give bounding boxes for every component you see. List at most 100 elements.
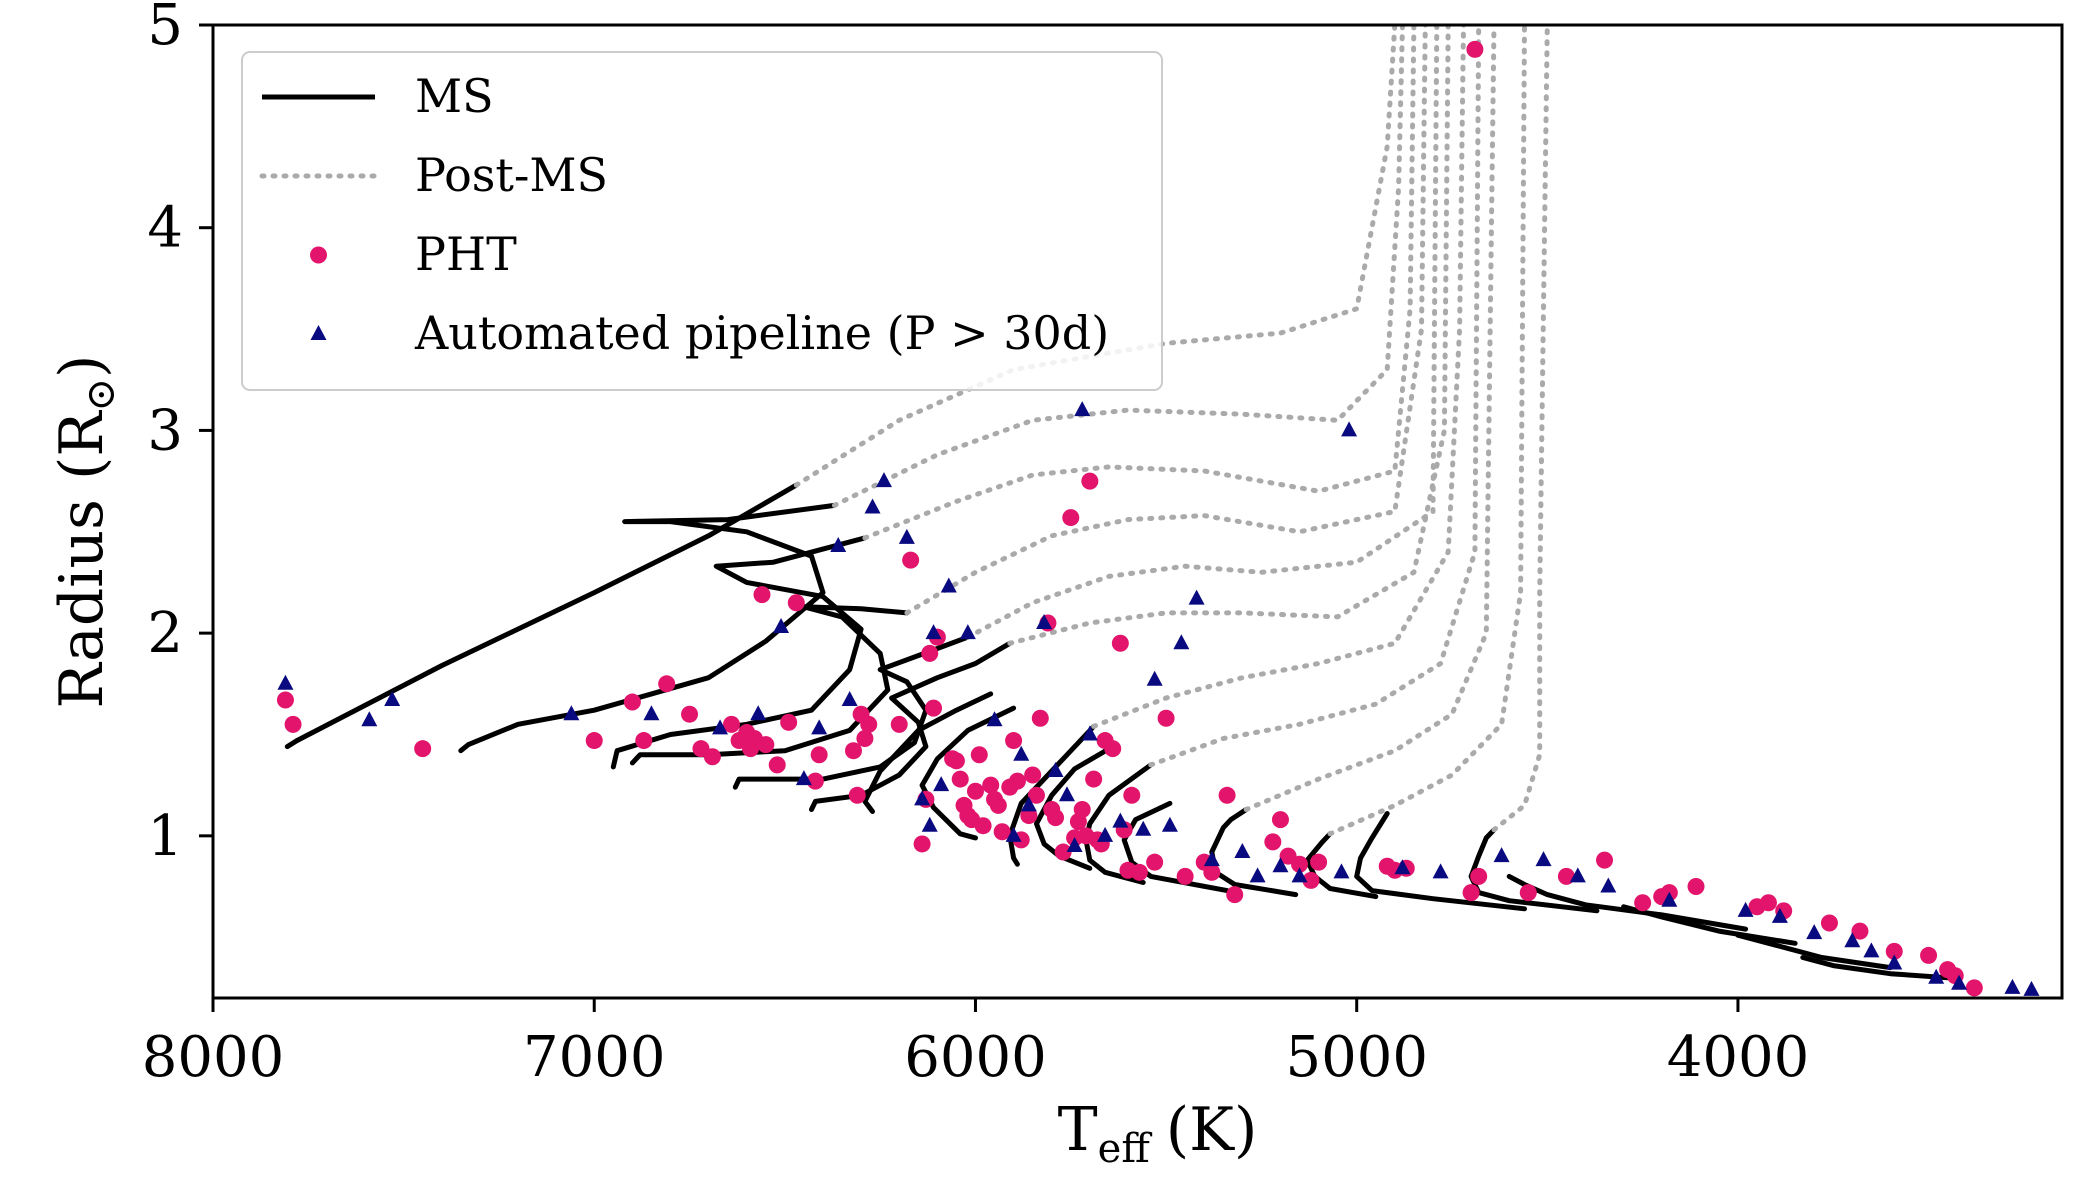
post-ms-track-4 bbox=[965, 25, 1440, 640]
ms-track-3 bbox=[629, 604, 910, 766]
pipeline-point-0 bbox=[277, 674, 294, 690]
pipeline-point-45 bbox=[1394, 859, 1411, 875]
pipeline-point-40 bbox=[1249, 867, 1266, 883]
pipeline-point-10 bbox=[830, 536, 847, 552]
pipeline-point-17 bbox=[925, 624, 942, 640]
pht-point-80 bbox=[1218, 786, 1236, 804]
pht-point-20 bbox=[806, 772, 824, 790]
pht-point-101 bbox=[1759, 894, 1777, 912]
x-tick-label-2: 6000 bbox=[904, 1025, 1047, 1090]
pht-point-46 bbox=[993, 823, 1011, 841]
pht-point-52 bbox=[1024, 766, 1042, 784]
post-ms-track-3 bbox=[904, 25, 1428, 616]
pipeline-point-7 bbox=[773, 618, 790, 634]
pht-point-77 bbox=[1176, 867, 1194, 885]
y-tick-label-1: 2 bbox=[147, 601, 183, 666]
pht-point-85 bbox=[1291, 855, 1309, 873]
pipeline-point-11 bbox=[841, 691, 858, 707]
pipeline-point-43 bbox=[1333, 863, 1350, 879]
pht-point-9 bbox=[703, 748, 721, 766]
pht-point-104 bbox=[1851, 922, 1869, 940]
pht-point-43 bbox=[982, 776, 1000, 794]
pht-point-82 bbox=[1264, 833, 1282, 851]
y-axis-label: Radius (R⊙) bbox=[47, 355, 124, 709]
pipeline-point-42 bbox=[1291, 867, 1308, 883]
pipeline-point-28 bbox=[1066, 836, 1083, 852]
pht-point-74 bbox=[1130, 863, 1148, 881]
pht-point-31 bbox=[921, 644, 939, 662]
pipeline-point-31 bbox=[1097, 826, 1114, 842]
pht-point-21 bbox=[810, 746, 828, 764]
pht-point-70 bbox=[1111, 634, 1129, 652]
pht-point-69 bbox=[1104, 740, 1122, 758]
post-ms-track-5 bbox=[1007, 25, 1451, 646]
pht-point-59 bbox=[1062, 509, 1080, 527]
pht-point-16 bbox=[757, 736, 775, 754]
pht-point-91 bbox=[1462, 884, 1480, 902]
pht-point-64 bbox=[1081, 472, 1099, 490]
pht-point-10 bbox=[722, 715, 740, 733]
pht-point-35 bbox=[947, 752, 965, 770]
pht-point-22 bbox=[844, 742, 862, 760]
legend-label-1: Post-MS bbox=[415, 148, 608, 202]
pht-point-81 bbox=[1226, 886, 1244, 904]
pht-point-19 bbox=[787, 594, 805, 612]
pht-point-76 bbox=[1157, 709, 1175, 727]
pipeline-point-61 bbox=[2023, 980, 2040, 996]
ms-track-11 bbox=[1121, 800, 1230, 894]
pht-point-1 bbox=[284, 715, 302, 733]
plot-frame bbox=[211, 23, 2064, 1000]
pht-point-75 bbox=[1146, 853, 1164, 871]
pipeline-point-30 bbox=[1081, 725, 1098, 741]
ms-track-16 bbox=[1506, 873, 1749, 932]
pht-point-42 bbox=[974, 817, 992, 835]
pht-point-23 bbox=[848, 786, 866, 804]
pht-point-2 bbox=[414, 740, 432, 758]
ms-track-19 bbox=[1800, 955, 1951, 981]
pht-point-29 bbox=[913, 835, 931, 853]
post-ms-track-2 bbox=[862, 25, 1417, 541]
pipeline-point-37 bbox=[1188, 589, 1205, 605]
x-axis-label-unit: (K) bbox=[1166, 1095, 1258, 1165]
pipeline-point-35 bbox=[1161, 816, 1178, 832]
pht-point-99 bbox=[1687, 878, 1705, 896]
pipeline-point-60 bbox=[2004, 978, 2021, 994]
pht-point-5 bbox=[635, 732, 653, 750]
pipeline-point-53 bbox=[1771, 907, 1788, 923]
pht-point-62 bbox=[1073, 800, 1091, 818]
pht-point-3 bbox=[585, 732, 603, 750]
y-tick-label-2: 3 bbox=[147, 398, 183, 463]
pipeline-point-36 bbox=[1173, 634, 1190, 650]
x-tick-label-0: 8000 bbox=[142, 1025, 285, 1090]
pipeline-point-15 bbox=[914, 790, 931, 806]
x-tick-label-1: 7000 bbox=[523, 1025, 666, 1090]
ms-track-2 bbox=[610, 535, 868, 770]
pht-point-65 bbox=[1085, 770, 1103, 788]
pht-point-18 bbox=[780, 713, 798, 731]
pht-point-26 bbox=[860, 715, 878, 733]
legend-pht-marker bbox=[310, 246, 327, 264]
ms-track-5 bbox=[809, 640, 1013, 812]
y-axis-label-symbol: ⊙ bbox=[78, 378, 124, 412]
pht-point-48 bbox=[1005, 732, 1023, 750]
pipeline-point-4 bbox=[643, 705, 660, 721]
pipeline-point-59 bbox=[1951, 974, 1968, 990]
pht-point-83 bbox=[1271, 811, 1289, 829]
legend-box bbox=[241, 51, 1163, 391]
pipeline-point-46 bbox=[1432, 863, 1449, 879]
pipeline-point-19 bbox=[940, 577, 957, 593]
pipeline-point-1 bbox=[361, 711, 378, 727]
pipeline-point-58 bbox=[1928, 968, 1945, 984]
pipeline-point-25 bbox=[1036, 613, 1053, 629]
legend-label-3: Automated pipeline (P > 30d) bbox=[414, 306, 1109, 360]
pipeline-point-16 bbox=[921, 816, 938, 832]
y-tick-label-4: 5 bbox=[147, 0, 183, 58]
pipeline-point-18 bbox=[933, 776, 950, 792]
ms-track-14 bbox=[1354, 811, 1527, 912]
pipeline-point-51 bbox=[1661, 891, 1678, 907]
post-ms-track-7 bbox=[1148, 25, 1482, 768]
pipeline-point-57 bbox=[1886, 954, 1903, 970]
pht-point-36 bbox=[951, 770, 969, 788]
pht-point-25 bbox=[856, 730, 874, 748]
pipeline-point-39 bbox=[1234, 843, 1251, 859]
